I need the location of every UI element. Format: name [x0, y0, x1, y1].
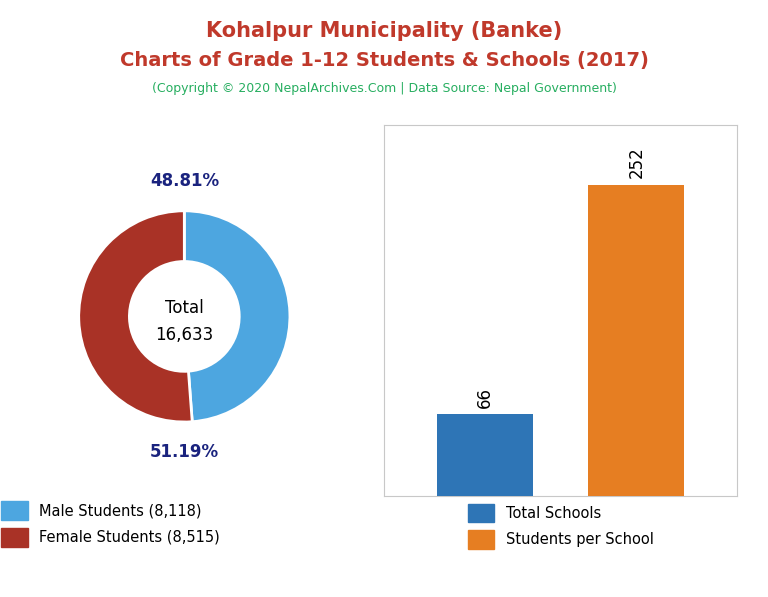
Text: 51.19%: 51.19%	[150, 442, 219, 460]
Text: 66: 66	[476, 387, 494, 408]
Text: (Copyright © 2020 NepalArchives.Com | Data Source: Nepal Government): (Copyright © 2020 NepalArchives.Com | Da…	[151, 82, 617, 96]
Legend: Male Students (8,118), Female Students (8,515): Male Students (8,118), Female Students (…	[0, 496, 226, 552]
Bar	[437, 414, 533, 496]
Text: 252: 252	[627, 147, 645, 179]
Bar	[588, 184, 684, 496]
Text: 48.81%: 48.81%	[150, 173, 219, 190]
Legend: Total Schools, Students per School: Total Schools, Students per School	[462, 498, 660, 555]
Wedge shape	[184, 211, 290, 421]
Text: Charts of Grade 1-12 Students & Schools (2017): Charts of Grade 1-12 Students & Schools …	[120, 51, 648, 70]
Text: Kohalpur Municipality (Banke): Kohalpur Municipality (Banke)	[206, 21, 562, 41]
Text: 16,633: 16,633	[155, 327, 214, 344]
Wedge shape	[79, 211, 192, 422]
Text: Total: Total	[165, 299, 204, 317]
